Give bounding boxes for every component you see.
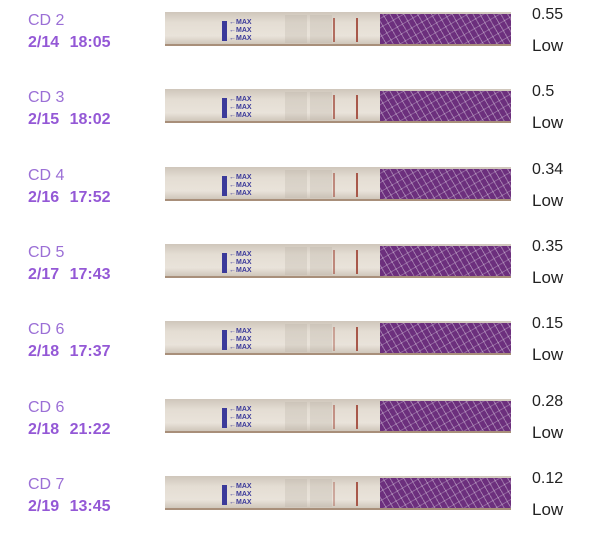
control-line — [356, 327, 358, 352]
cycle-day-label: CD 5 — [28, 243, 65, 261]
test-datetime: 2/15 18:02 — [28, 111, 111, 129]
control-line — [356, 18, 358, 42]
strip-lh-handle — [380, 477, 511, 508]
test-value: 0.55 — [532, 6, 564, 23]
strip-blue-bar — [222, 175, 227, 196]
test-strip-image[interactable]: ←MAX ←MAX ←MAX — [165, 166, 511, 201]
strip-max-marker: ←MAX ←MAX ←MAX — [229, 482, 252, 506]
test-strip-image[interactable]: ←MAX ←MAX ←MAX — [165, 243, 511, 278]
test-level: Low — [532, 190, 564, 210]
test-level: Low — [532, 499, 564, 519]
strip-zone — [285, 324, 307, 353]
strip-max-marker: ←MAX ←MAX ←MAX — [229, 250, 252, 274]
test-entry[interactable]: CD 6 2/18 21:22 ←MAX ←MAX ←MAX 0.28 Low — [0, 393, 600, 459]
cycle-day-label: CD 4 — [28, 166, 65, 184]
test-level: Low — [532, 345, 564, 365]
control-line — [356, 95, 358, 120]
strip-lh-handle — [380, 91, 511, 122]
test-line — [333, 249, 335, 274]
test-entry[interactable]: CD 5 2/17 17:43 ←MAX ←MAX ←MAX 0.35 Low — [0, 238, 600, 304]
cycle-day-label: CD 6 — [28, 398, 65, 416]
strip-zone — [285, 478, 307, 507]
strip-max-marker: ←MAX ←MAX ←MAX — [229, 405, 252, 429]
strip-lh-handle — [380, 168, 511, 199]
test-line — [333, 481, 335, 506]
test-level: Low — [532, 36, 564, 55]
strip-blue-bar — [222, 98, 227, 119]
control-line — [356, 172, 358, 197]
strip-zone — [285, 401, 307, 430]
strip-zone — [310, 15, 332, 43]
test-value: 0.35 — [532, 237, 564, 255]
test-value: 0.12 — [532, 469, 564, 487]
test-strip-image[interactable]: ←MAX ←MAX ←MAX — [165, 12, 511, 46]
strip-blue-bar — [222, 484, 227, 505]
test-strip-image[interactable]: ←MAX ←MAX ←MAX — [165, 321, 511, 356]
strip-zone — [285, 92, 307, 121]
strip-zone — [310, 478, 332, 507]
test-entry[interactable]: CD 7 2/19 13:45 ←MAX ←MAX ←MAX 0.12 Low — [0, 470, 600, 536]
test-value: 0.15 — [532, 315, 564, 333]
test-level: Low — [532, 267, 564, 287]
test-strip-image[interactable]: ←MAX ←MAX ←MAX — [165, 475, 511, 510]
strip-zone — [310, 92, 332, 121]
test-line — [333, 404, 335, 429]
test-datetime: 2/19 13:45 — [28, 497, 111, 515]
strip-zone — [310, 246, 332, 275]
test-datetime: 2/18 21:22 — [28, 420, 111, 438]
test-line — [333, 95, 335, 120]
test-line — [333, 18, 335, 42]
strip-blue-bar — [222, 252, 227, 273]
strip-lh-handle — [380, 245, 511, 276]
strip-zone — [285, 15, 307, 43]
cycle-day-label: CD 7 — [28, 475, 65, 493]
cycle-day-label: CD 6 — [28, 321, 65, 339]
test-datetime: 2/16 17:52 — [28, 188, 111, 206]
test-datetime: 2/18 17:37 — [28, 343, 111, 361]
strip-lh-handle — [380, 14, 511, 44]
strip-zone — [310, 324, 332, 353]
strip-blue-bar — [222, 407, 227, 428]
strip-blue-bar — [222, 330, 227, 351]
strip-lh-handle — [380, 323, 511, 354]
strip-max-marker: ←MAX ←MAX ←MAX — [229, 19, 252, 42]
test-line — [333, 327, 335, 352]
strip-max-marker: ←MAX ←MAX ←MAX — [229, 328, 252, 352]
strip-lh-handle — [380, 400, 511, 431]
control-line — [356, 481, 358, 506]
strip-zone — [310, 169, 332, 198]
strip-zone — [285, 246, 307, 275]
test-value: 0.28 — [532, 392, 564, 410]
test-line — [333, 172, 335, 197]
control-line — [356, 249, 358, 274]
strip-max-marker: ←MAX ←MAX ←MAX — [229, 96, 252, 120]
test-entry[interactable]: CD 4 2/16 17:52 ←MAX ←MAX ←MAX 0.34 Low — [0, 161, 600, 227]
cycle-day-label: CD 3 — [28, 89, 65, 107]
test-entry[interactable]: CD 2 2/14 18:05 ←MAX ←MAX ←MAX 0.55 Low — [0, 6, 600, 72]
strip-zone — [310, 401, 332, 430]
test-level: Low — [532, 113, 564, 133]
test-entry[interactable]: CD 3 2/15 18:02 ←MAX ←MAX ←MAX 0.5 Low — [0, 83, 600, 149]
test-entry[interactable]: CD 6 2/18 17:37 ←MAX ←MAX ←MAX 0.15 Low — [0, 315, 600, 381]
strip-blue-bar — [222, 21, 227, 41]
test-level: Low — [532, 422, 564, 442]
test-strip-image[interactable]: ←MAX ←MAX ←MAX — [165, 89, 511, 124]
test-datetime: 2/17 17:43 — [28, 265, 111, 283]
strip-zone — [285, 169, 307, 198]
control-line — [356, 404, 358, 429]
test-value: 0.34 — [532, 160, 564, 178]
test-strip-image[interactable]: ←MAX ←MAX ←MAX — [165, 398, 511, 433]
test-datetime: 2/14 18:05 — [28, 34, 111, 51]
cycle-day-label: CD 2 — [28, 12, 65, 29]
test-value: 0.5 — [532, 83, 555, 101]
strip-max-marker: ←MAX ←MAX ←MAX — [229, 173, 252, 197]
